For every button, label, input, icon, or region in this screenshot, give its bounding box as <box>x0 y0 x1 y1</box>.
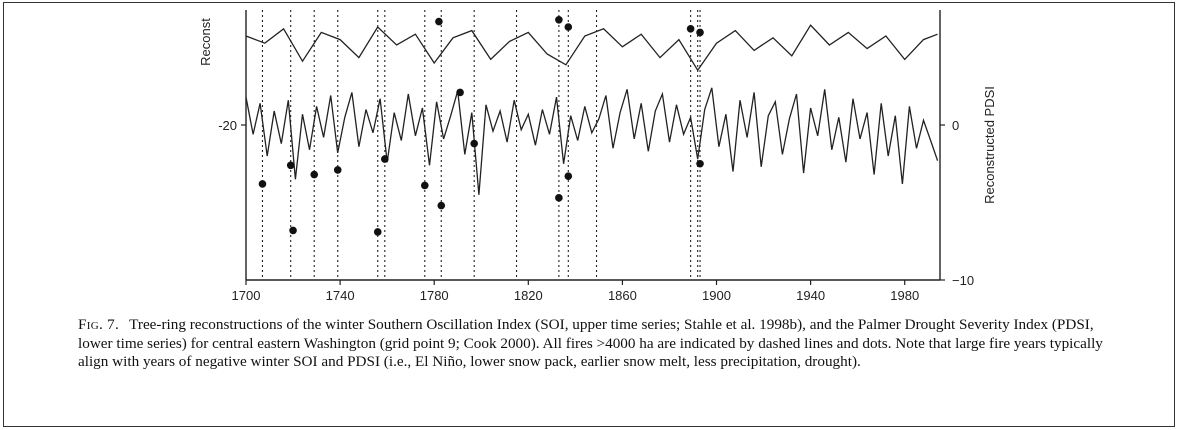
pdsi-fire-dot <box>381 155 389 163</box>
pdsi-fire-dot <box>289 226 297 235</box>
pdsi-fire-dot <box>470 139 478 148</box>
y-left-tick-label: -20 <box>218 118 237 133</box>
figure-caption: Fig. 7. Tree-ring reconstructions of the … <box>78 316 1118 372</box>
soi-fire-dot <box>564 23 573 31</box>
pdsi-fire-dot <box>286 161 295 170</box>
pdsi-fire-dot <box>437 201 446 210</box>
chart-axes <box>241 10 945 285</box>
soi-fire-dot <box>555 15 563 24</box>
pdsi-fire-dot <box>696 159 704 168</box>
fire-year-lines <box>261 10 701 280</box>
axis-labels: 1700 1740 1780 1820 1860 1900 1940 1980 -20 0 −10 R… <box>198 18 997 303</box>
soi-fire-dot <box>696 28 704 37</box>
pdsi-line <box>245 87 939 195</box>
soi-fire-dot <box>435 17 443 26</box>
x-tick-label: 1700 <box>232 288 261 303</box>
fire-dots <box>258 15 704 236</box>
pdsi-fire-dot <box>456 88 464 97</box>
y-right-tick-label: −10 <box>952 273 974 288</box>
figure-frame <box>3 2 1175 427</box>
caption-figure-label: Fig. 7. <box>78 316 120 333</box>
x-tick-label: 1860 <box>608 288 637 303</box>
y-left-axis-label: Reconst <box>198 18 213 66</box>
pdsi-fire-dot <box>555 194 563 202</box>
x-tick-label: 1780 <box>420 288 449 303</box>
x-tick-label: 1820 <box>514 288 543 303</box>
x-tick-label: 1740 <box>326 288 355 303</box>
pdsi-fire-dot <box>420 181 429 190</box>
y-right-axis-label: Reconstructed PDSI <box>982 86 997 204</box>
pdsi-series <box>245 87 939 195</box>
caption-text: Tree-ring reconstructions of the winter … <box>78 316 1103 370</box>
pdsi-fire-dot <box>564 172 573 180</box>
x-tick-label: 1900 <box>702 288 731 303</box>
soi-fire-dot <box>686 25 695 33</box>
x-tick-label: 1980 <box>890 288 919 303</box>
pdsi-fire-dot <box>258 180 267 188</box>
x-tick-label: 1940 <box>796 288 825 303</box>
soi-line <box>245 24 938 72</box>
pdsi-fire-dot <box>310 170 319 179</box>
chart: 1700 1740 1780 1820 1860 1900 1940 1980 -20 0 −10 R… <box>198 10 997 303</box>
y-right-tick-label: 0 <box>952 118 959 133</box>
pdsi-fire-dot <box>333 166 342 174</box>
pdsi-fire-dot <box>373 228 382 236</box>
soi-series <box>245 24 938 72</box>
